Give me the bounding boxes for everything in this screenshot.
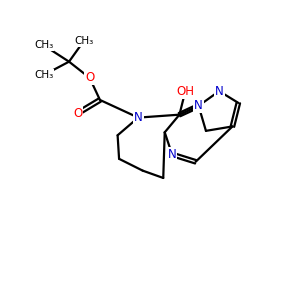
- Text: CH₃: CH₃: [34, 40, 54, 50]
- Text: N: N: [215, 85, 224, 98]
- Text: N: N: [134, 111, 142, 124]
- Text: O: O: [73, 107, 83, 120]
- Text: OH: OH: [176, 85, 194, 98]
- Text: N: N: [168, 148, 176, 161]
- Text: N: N: [194, 99, 203, 112]
- Text: O: O: [85, 71, 94, 84]
- Text: CH₃: CH₃: [34, 70, 54, 80]
- Text: CH₃: CH₃: [74, 36, 93, 46]
